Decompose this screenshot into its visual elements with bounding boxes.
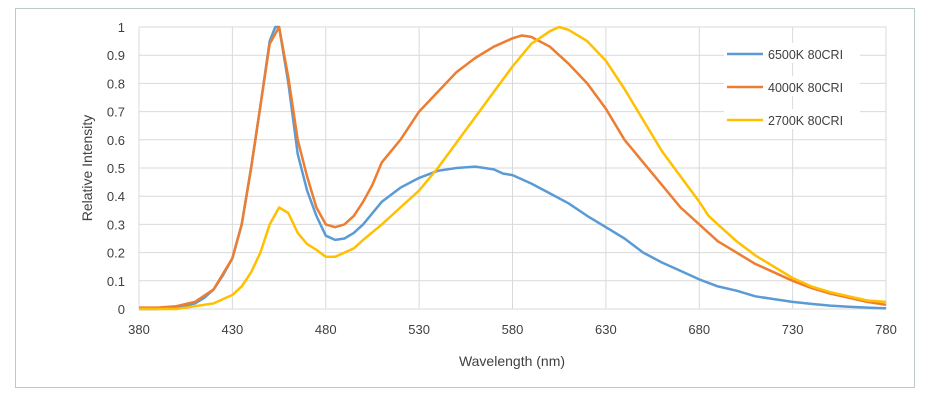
x-tick-label: 630 — [595, 322, 617, 337]
y-tick-label: 0.9 — [107, 48, 125, 63]
y-tick-label: 0.7 — [107, 105, 125, 120]
legend-bg — [724, 76, 860, 96]
x-tick-label: 430 — [222, 322, 244, 337]
x-tick-label: 730 — [782, 322, 804, 337]
x-tick-label: 530 — [408, 322, 430, 337]
series-lines — [139, 25, 887, 311]
legend-label: 6500K 80CRI — [768, 48, 843, 62]
y-tick-label: 0.8 — [107, 76, 125, 91]
legend-bg — [724, 109, 860, 129]
y-tick-label: 1 — [118, 20, 125, 35]
y-tick-label: 0.2 — [107, 246, 125, 261]
chart-frame — [15, 8, 915, 388]
y-tick-label: 0.1 — [107, 274, 125, 289]
tick-labels: 0 0.1 0.2 0.3 0.4 0.5 0.6 0.7 0.8 0.9 1 380 430 480 53… — [107, 20, 897, 337]
legend: 6500K 80CRI 4000K 80CRI 2700K 80CRI — [724, 43, 860, 129]
y-tick-label: 0 — [118, 302, 125, 317]
y-tick-label: 0.4 — [107, 189, 125, 204]
legend-label: 4000K 80CRI — [768, 81, 843, 95]
legend-label: 2700K 80CRI — [768, 114, 843, 128]
legend-bg — [724, 43, 860, 63]
x-tick-label: 380 — [128, 322, 150, 337]
y-axis-label: Relative Intensity — [79, 115, 95, 222]
x-tick-label: 780 — [875, 322, 897, 337]
x-tick-label: 580 — [502, 322, 524, 337]
x-axis-label: Wavelength (nm) — [459, 353, 565, 369]
series-line-2700k-80cri — [139, 25, 887, 311]
y-tick-label: 0.6 — [107, 133, 125, 148]
y-tick-label: 0.3 — [107, 217, 125, 232]
series-line-4000k-80cri — [139, 25, 887, 309]
y-tick-label: 0.5 — [107, 161, 125, 176]
x-tick-label: 480 — [315, 322, 337, 337]
x-tick-label: 680 — [688, 322, 710, 337]
